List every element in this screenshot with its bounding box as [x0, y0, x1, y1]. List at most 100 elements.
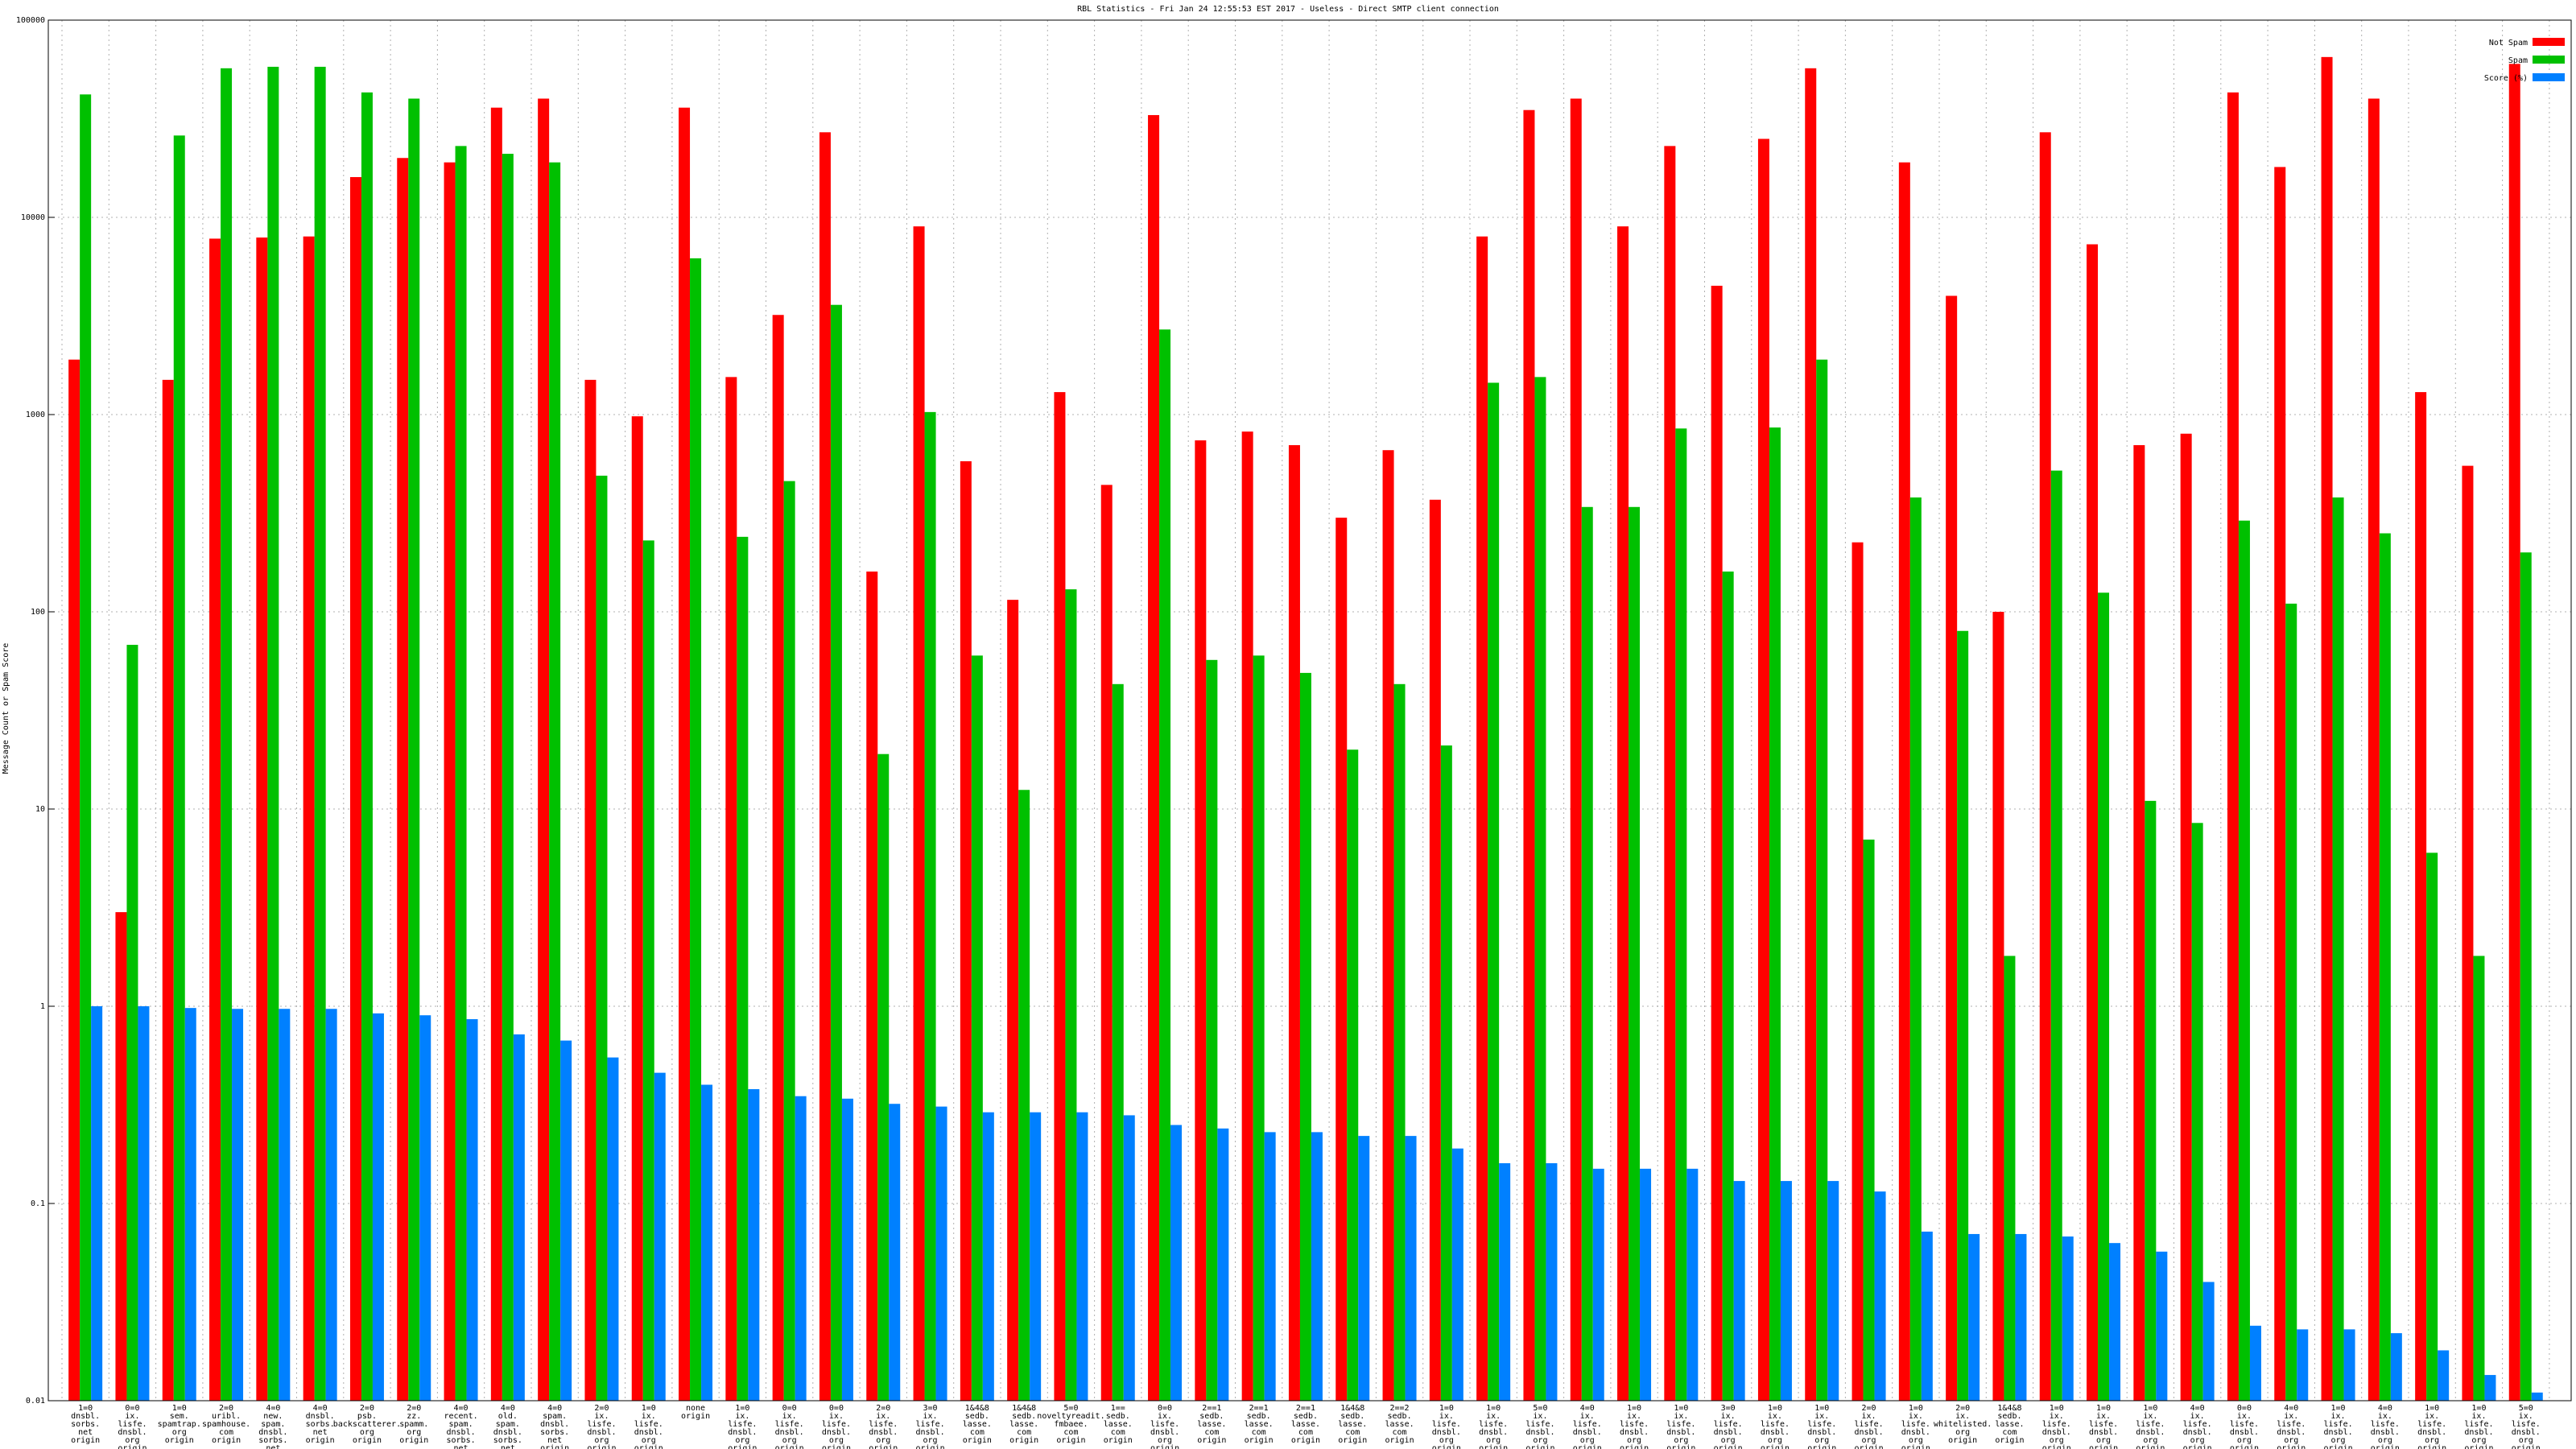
x-tick-label: dnsbl. — [1150, 1428, 1179, 1437]
x-tick-label: 1=0 — [2096, 1404, 2111, 1413]
x-tick-label: dnsbl. — [493, 1428, 522, 1437]
x-tick-label: 5=0 — [1063, 1404, 1078, 1413]
bar — [2368, 98, 2380, 1401]
x-tick-label: lisfe. — [2042, 1420, 2071, 1429]
bar — [1123, 1115, 1135, 1401]
bar — [325, 1009, 337, 1401]
x-tick-label: 4=0 — [2378, 1404, 2392, 1413]
bar — [1382, 450, 1394, 1402]
bar — [2462, 465, 2474, 1402]
x-tick-label: origin — [2323, 1444, 2352, 1449]
bar — [1946, 295, 1958, 1401]
bar — [1546, 1162, 1558, 1401]
x-tick-label: dnsbl. — [822, 1428, 851, 1437]
bar — [1757, 138, 1769, 1402]
bar — [1405, 1136, 1417, 1401]
bar — [2062, 1236, 2074, 1401]
bar — [349, 176, 361, 1401]
legend-swatch — [2533, 56, 2565, 64]
x-tick-label: 5=0 — [2519, 1404, 2533, 1413]
x-tick-label: 1=0 — [1627, 1404, 1641, 1413]
x-tick-label: 2==1 — [1296, 1404, 1315, 1413]
x-tick-label: dnsbl. — [587, 1428, 616, 1437]
bar — [819, 132, 831, 1401]
x-tick-label: lisfe. — [2183, 1420, 2212, 1429]
x-tick-label: lisfe. — [869, 1420, 898, 1429]
y-tick-label: 0.1 — [31, 1199, 45, 1208]
y-axis-label: Message Count or Spam Score — [2, 643, 10, 774]
x-tick-label: origin — [915, 1444, 944, 1449]
x-tick-label: org — [172, 1428, 187, 1437]
bar — [173, 135, 185, 1401]
x-tick-label: org — [2378, 1436, 2392, 1445]
bar — [772, 315, 784, 1401]
x-tick-label: 1&4&8 — [965, 1404, 989, 1413]
x-tick-label: origin — [681, 1412, 710, 1421]
bar — [2343, 1329, 2355, 1401]
x-tick-label: spam. — [543, 1412, 567, 1421]
bar — [2145, 800, 2157, 1401]
x-tick-label: ix. — [1439, 1412, 1454, 1421]
bar — [513, 1034, 525, 1401]
x-tick-label: net — [547, 1436, 562, 1445]
x-tick-label: org — [2096, 1436, 2111, 1445]
x-tick-label: lisfe. — [822, 1420, 851, 1429]
x-tick-label: origin — [1620, 1444, 1649, 1449]
x-tick-label: dnsbl. — [728, 1428, 757, 1437]
x-tick-label: dnsbl. — [2277, 1428, 2306, 1437]
x-tick-label: origin — [1197, 1436, 1226, 1445]
x-tick-label: 4=0 — [1580, 1404, 1595, 1413]
x-tick-label: com — [1393, 1428, 1407, 1437]
bar — [2297, 1329, 2309, 1401]
x-tick-label: origin — [1385, 1436, 1414, 1445]
x-tick-label: origin — [1666, 1444, 1695, 1449]
x-tick-label: ix. — [1158, 1412, 1172, 1421]
x-tick-label: origin — [1761, 1444, 1790, 1449]
bar — [924, 411, 936, 1402]
x-tick-label: 1&4&8 — [1997, 1404, 2021, 1413]
x-tick-label: lisfe. — [1761, 1420, 1790, 1429]
x-tick-label: org — [782, 1436, 797, 1445]
x-tick-label: lisfe. — [2089, 1420, 2118, 1429]
x-tick-label: 3=0 — [923, 1404, 938, 1413]
bar — [783, 481, 795, 1402]
bar — [1488, 382, 1500, 1401]
bar — [1440, 745, 1452, 1401]
x-tick-label: origin — [963, 1436, 992, 1445]
x-tick-label: origin — [1525, 1444, 1554, 1449]
bar — [1523, 109, 1535, 1401]
x-tick-label: dnsbl. — [540, 1420, 569, 1429]
legend-swatch — [2533, 73, 2565, 81]
x-tick-label: ix. — [2143, 1412, 2157, 1421]
x-tick-label: spamtrap. — [158, 1420, 201, 1429]
x-tick-label: 4=0 — [266, 1404, 280, 1413]
bar — [1100, 485, 1113, 1402]
bar — [1311, 1132, 1323, 1401]
x-tick-label: origin — [1995, 1436, 2024, 1445]
x-tick-label: org — [1814, 1436, 1829, 1445]
x-tick-label: ix. — [1862, 1412, 1876, 1421]
bar — [2520, 552, 2532, 1401]
x-tick-label: origin — [353, 1436, 382, 1445]
x-tick-label: dnsbl. — [258, 1428, 287, 1437]
x-tick-label: lisfe. — [915, 1420, 944, 1429]
bar — [971, 655, 983, 1401]
x-tick-label: sorbs. — [446, 1436, 475, 1445]
x-tick-label: lasse. — [1197, 1420, 1226, 1429]
bar — [314, 66, 326, 1401]
bar — [68, 359, 80, 1402]
bar — [419, 1015, 431, 1401]
bar — [1629, 506, 1641, 1402]
bar — [1358, 1136, 1370, 1401]
x-tick-label: ix. — [594, 1412, 609, 1421]
x-tick-label: ix. — [2378, 1412, 2392, 1421]
x-tick-label: com — [1017, 1428, 1031, 1437]
x-tick-label: 4=0 — [2284, 1404, 2298, 1413]
bar — [372, 1013, 384, 1401]
x-tick-label: 1=0 — [78, 1404, 93, 1413]
bar — [408, 98, 420, 1401]
bar — [1030, 1112, 1042, 1401]
bar — [1253, 655, 1265, 1401]
x-tick-label: 2==1 — [1202, 1404, 1221, 1413]
